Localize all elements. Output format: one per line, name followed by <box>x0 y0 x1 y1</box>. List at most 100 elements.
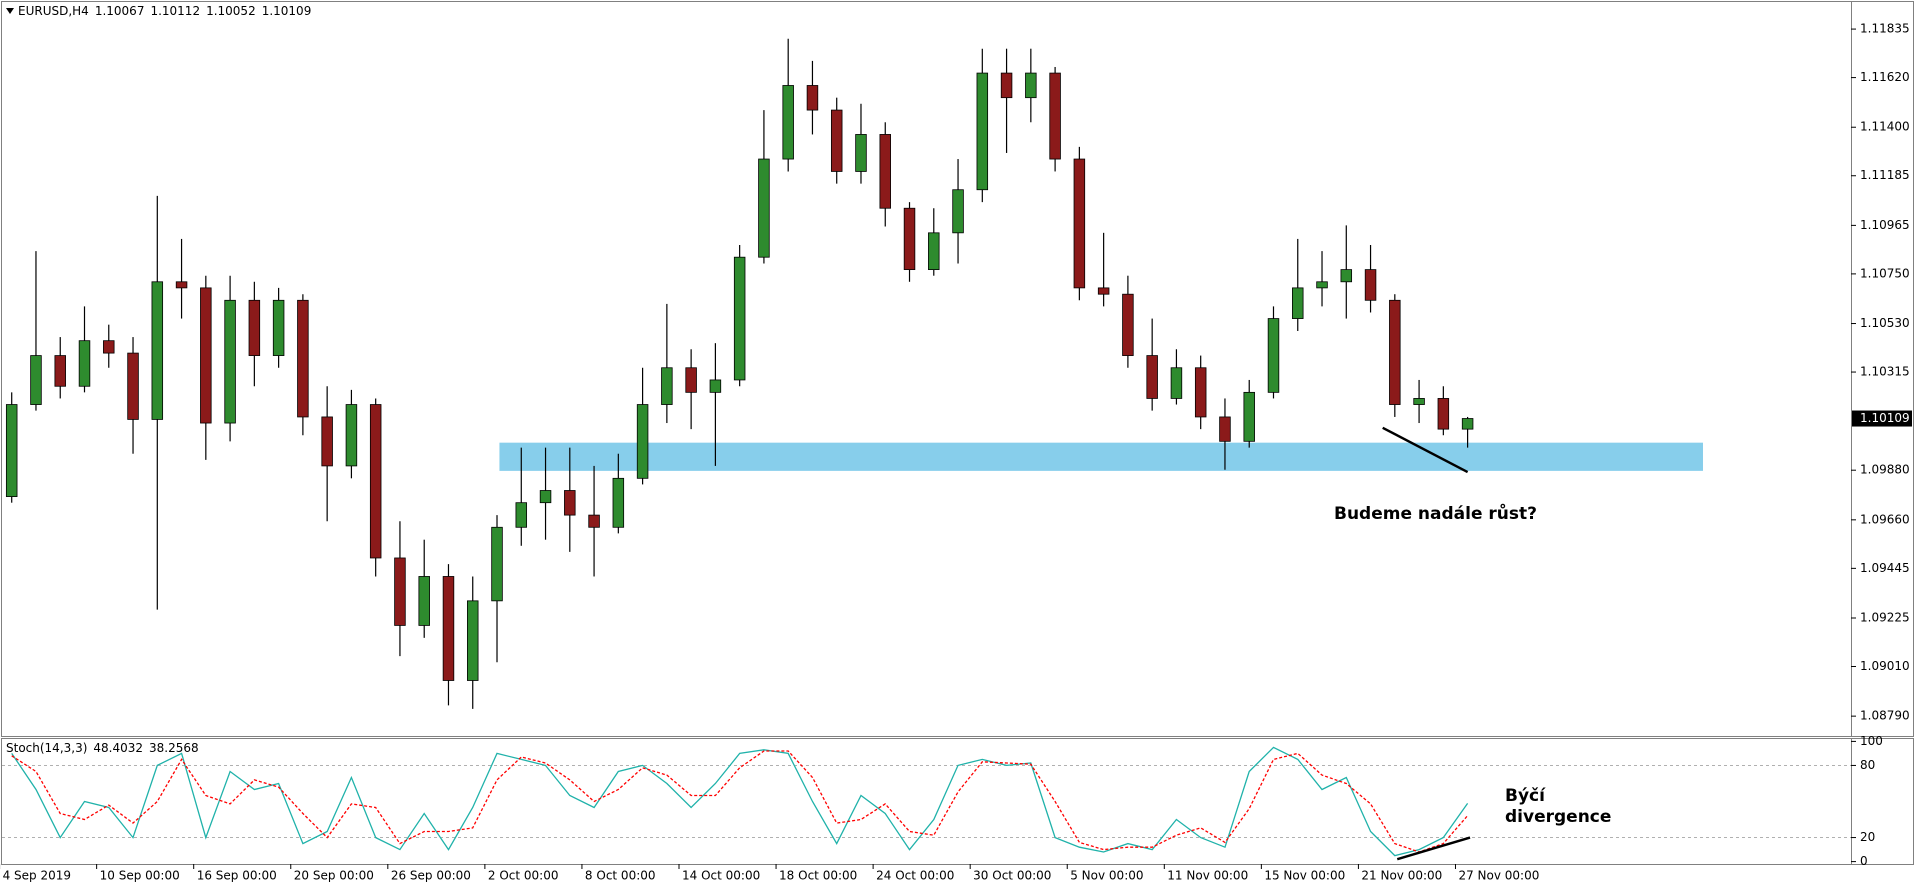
y-tick-label: 1.11185 <box>1860 168 1910 182</box>
y-tick-label: 1.09880 <box>1860 463 1910 477</box>
quote-open: 1.10067 <box>94 4 145 18</box>
y-tick-label: 80 <box>1860 758 1875 772</box>
candle-body <box>1146 355 1158 399</box>
stoch-line <box>11 750 1469 853</box>
x-tick-label: 18 Oct 00:00 <box>779 869 857 883</box>
candle-body <box>297 299 309 418</box>
candle-body <box>1364 269 1377 301</box>
candle-body <box>175 281 188 289</box>
candle-body <box>418 576 430 626</box>
x-tick-label: 4 Sep 2019 <box>3 869 71 883</box>
annotation: Býčí divergence <box>1505 786 1612 827</box>
candle-body <box>78 340 91 387</box>
candle-body <box>1316 281 1328 289</box>
candle-body <box>491 526 503 602</box>
candle-body <box>272 299 285 356</box>
support-zone <box>499 442 1703 471</box>
candle-body <box>103 340 115 354</box>
candle-body <box>369 404 382 559</box>
stoch-line <box>11 746 1469 857</box>
y-tick-label: 1.11400 <box>1860 120 1910 134</box>
stoch-panel-frame <box>1 738 1914 865</box>
candle-body <box>127 352 139 420</box>
y-tick-label: 1.09660 <box>1860 512 1910 526</box>
candle-body <box>806 85 819 111</box>
x-tick-label: 5 Nov 00:00 <box>1070 869 1143 883</box>
candle-body <box>1219 416 1231 442</box>
candle-body <box>952 189 964 234</box>
candle-body <box>151 281 164 420</box>
candle-body <box>1073 158 1086 289</box>
y-tick-label: 1.09010 <box>1860 659 1910 673</box>
y-tick-label: 1.11620 <box>1860 70 1910 84</box>
candle-body <box>345 404 358 467</box>
x-tick-label: 27 Nov 00:00 <box>1458 869 1539 883</box>
candle-body <box>442 576 455 681</box>
y-tick-label: 0 <box>1860 854 1868 868</box>
annotation: Budeme nadále růst? <box>1334 504 1538 524</box>
y-tick-label: 1.11835 <box>1860 22 1910 36</box>
candle-body <box>1340 269 1353 283</box>
candle-body <box>1194 367 1207 418</box>
quote-close: 1.10109 <box>261 4 312 18</box>
menu-triangle <box>6 8 14 14</box>
candle-body <box>782 85 794 160</box>
candle-body <box>830 109 843 172</box>
candle-body <box>564 490 576 516</box>
candle-body <box>394 557 406 626</box>
candle-body <box>248 299 261 356</box>
x-tick-label: 11 Nov 00:00 <box>1167 869 1248 883</box>
candle-body <box>1267 318 1280 393</box>
stoch-signal-value: 38.2568 <box>149 741 199 755</box>
trend-line <box>1396 836 1471 861</box>
candle-body <box>321 416 333 467</box>
candle-body <box>1437 398 1450 430</box>
x-tick-label: 16 Sep 00:00 <box>197 869 277 883</box>
y-tick-label: 1.10965 <box>1860 218 1910 232</box>
price-panel-frame <box>1 1 1914 737</box>
candle-body <box>588 514 600 528</box>
candle-body <box>224 299 236 424</box>
x-tick-label: 8 Oct 00:00 <box>585 869 656 883</box>
quote-low: 1.10052 <box>206 4 256 18</box>
candle-body <box>1097 287 1110 295</box>
candle-body <box>539 490 552 504</box>
x-tick-label: 10 Sep 00:00 <box>100 869 180 883</box>
trend-line <box>1382 426 1469 474</box>
candle-body <box>1025 72 1037 99</box>
candle-body <box>1170 367 1183 399</box>
y-tick-label: 100 <box>1860 734 1883 748</box>
candle-body <box>636 404 649 479</box>
y-tick-label: 1.10750 <box>1860 266 1910 280</box>
candle-body <box>685 367 697 393</box>
y-tick-label: 20 <box>1860 830 1875 844</box>
candle-body <box>1049 72 1061 160</box>
candle-body <box>758 158 770 258</box>
stoch-header: Stoch(14,3,3) 48.4032 38.2568 <box>6 741 199 755</box>
candle-body <box>1243 391 1255 442</box>
stoch-main-value: 48.4032 <box>93 741 144 755</box>
candle-body <box>976 72 989 191</box>
y-tick-label: 1.08790 <box>1860 709 1910 723</box>
candle-body <box>879 134 891 209</box>
x-tick-label: 26 Sep 00:00 <box>391 869 471 883</box>
candle-body <box>5 404 18 497</box>
y-tick-label: 1.09225 <box>1860 610 1910 624</box>
candle-body <box>1413 398 1425 405</box>
x-tick-label: 20 Sep 00:00 <box>294 869 374 883</box>
candle-body <box>709 379 722 393</box>
x-tick-label: 2 Oct 00:00 <box>488 869 559 883</box>
x-tick-label: 21 Nov 00:00 <box>1361 869 1442 883</box>
candle-body <box>1000 72 1013 99</box>
candle-body <box>30 355 42 405</box>
x-tick-label: 30 Oct 00:00 <box>973 869 1051 883</box>
candle-body <box>200 287 212 424</box>
candle-body <box>612 477 625 528</box>
candle-body <box>467 600 479 681</box>
x-tick-label: 15 Nov 00:00 <box>1264 869 1345 883</box>
candle-body <box>661 367 673 405</box>
price-header: EURUSD,H4 1.10067 1.10112 1.10052 1.1010… <box>18 4 311 18</box>
